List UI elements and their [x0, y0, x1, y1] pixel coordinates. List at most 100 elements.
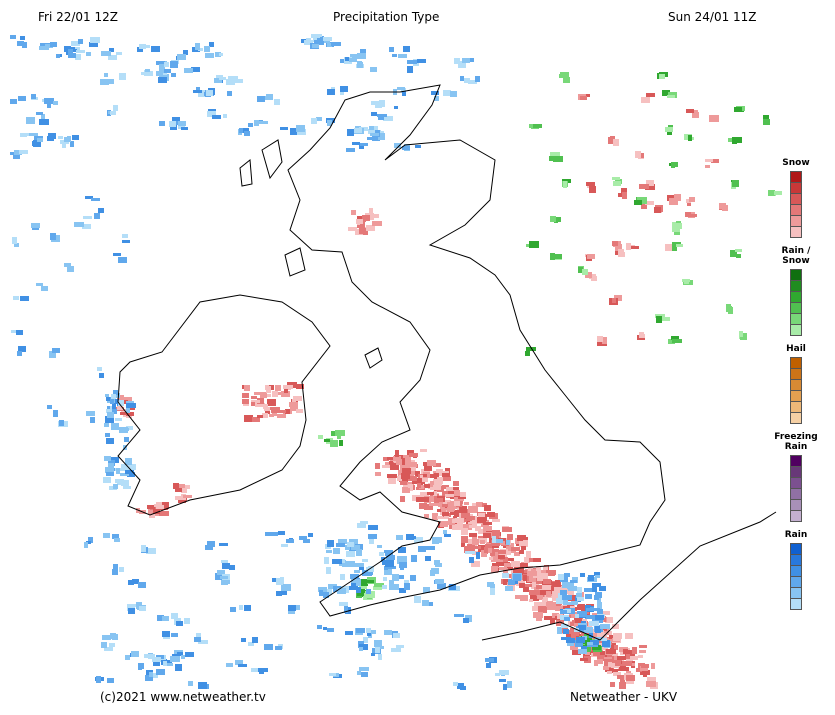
precip-cell: [184, 618, 190, 624]
precip-cell: [85, 196, 93, 199]
precip-cell: [359, 644, 368, 650]
precip-cell: [563, 181, 567, 188]
precip-cell: [400, 496, 405, 502]
precip-cell: [654, 207, 661, 213]
precip-cell: [506, 543, 514, 549]
precip-cell: [215, 52, 221, 57]
precip-cell: [388, 566, 396, 569]
precip-cell: [619, 682, 626, 689]
precip-cell: [408, 476, 417, 481]
precip-cell: [568, 586, 577, 591]
precip-cell: [469, 557, 474, 563]
precip-cell: [610, 653, 618, 656]
precip-cell: [108, 55, 117, 60]
precip-cell: [557, 627, 562, 634]
precip-cell: [491, 556, 500, 562]
precip-cell: [615, 251, 619, 255]
precip-cell: [617, 675, 624, 679]
precip-cell: [436, 503, 441, 506]
precip-cell: [317, 625, 322, 629]
precip-cell: [603, 666, 609, 670]
precip-cell: [272, 532, 278, 536]
precip-cell: [89, 42, 98, 47]
precip-cell: [159, 511, 169, 516]
precip-cell: [14, 243, 19, 247]
model-name: Netweather - UKV: [570, 690, 678, 704]
precip-cell: [589, 621, 599, 626]
precip-cell: [623, 649, 628, 654]
precip-cell: [585, 594, 592, 599]
precip-cell: [127, 472, 135, 477]
precip-cell: [437, 583, 446, 589]
precip-cell: [692, 112, 699, 118]
precip-cell: [453, 481, 459, 486]
precip-cell: [389, 584, 399, 590]
precip-cell: [407, 450, 414, 455]
precip-cell: [158, 505, 164, 509]
precip-cell: [19, 150, 28, 154]
precip-cell: [420, 492, 429, 498]
precip-cell: [141, 72, 150, 75]
precip-cell: [113, 253, 121, 256]
precip-cell: [490, 549, 499, 556]
precip-cell: [433, 463, 441, 467]
precip-cell: [594, 572, 600, 576]
precip-cell: [571, 633, 576, 638]
precip-cell: [615, 244, 622, 251]
precip-cell: [585, 615, 595, 619]
precip-cell: [629, 656, 638, 660]
precip-cell: [53, 101, 58, 105]
precip-cell: [52, 348, 60, 353]
precip-cell: [517, 538, 523, 541]
precip-cell: [113, 564, 118, 570]
precip-cell: [368, 129, 374, 134]
precip-cell: [280, 127, 288, 130]
precip-cell: [585, 652, 590, 655]
precip-cell: [378, 115, 384, 120]
precip-cell: [175, 496, 181, 500]
precip-cell: [198, 90, 205, 97]
precip-cell: [445, 468, 450, 473]
precip-cell: [220, 576, 228, 579]
precip-cell: [367, 137, 374, 140]
precip-cell: [582, 638, 592, 644]
precip-cell: [379, 552, 384, 556]
precip-cell: [113, 105, 118, 111]
precip-cell: [102, 635, 111, 640]
precip-cell: [347, 542, 354, 547]
precip-cell: [585, 605, 591, 610]
precip-cell: [519, 583, 525, 588]
precip-cell: [104, 647, 113, 651]
precip-cell: [401, 88, 406, 93]
precip-cell: [622, 661, 632, 666]
precip-cell: [686, 109, 694, 113]
precip-cell: [400, 465, 410, 470]
precip-cell: [471, 561, 480, 567]
precip-cell: [327, 120, 332, 126]
precip-cell: [574, 628, 579, 632]
precip-cell: [145, 675, 153, 681]
precip-cell: [124, 437, 129, 442]
precip-cell: [468, 80, 477, 84]
precip-cell: [206, 90, 213, 96]
precip-cell: [234, 79, 243, 83]
precip-cell: [560, 590, 567, 595]
precip-cell: [543, 566, 548, 571]
precip-cell: [146, 548, 156, 554]
precip-cell: [383, 577, 387, 581]
precip-cell: [112, 403, 116, 409]
precip-cell: [463, 524, 472, 530]
precip-cell: [449, 584, 456, 590]
precip-cell: [99, 373, 104, 378]
precip-cell: [117, 395, 124, 402]
precip-cell: [290, 128, 299, 135]
precip-cell: [163, 661, 167, 666]
precip-cell: [100, 79, 109, 85]
precip-cell: [473, 546, 481, 549]
precip-cell: [39, 46, 49, 50]
precip-cell: [555, 606, 563, 611]
precip-cell: [354, 570, 360, 573]
precip-cell: [183, 495, 192, 498]
precip-cell: [594, 660, 598, 666]
